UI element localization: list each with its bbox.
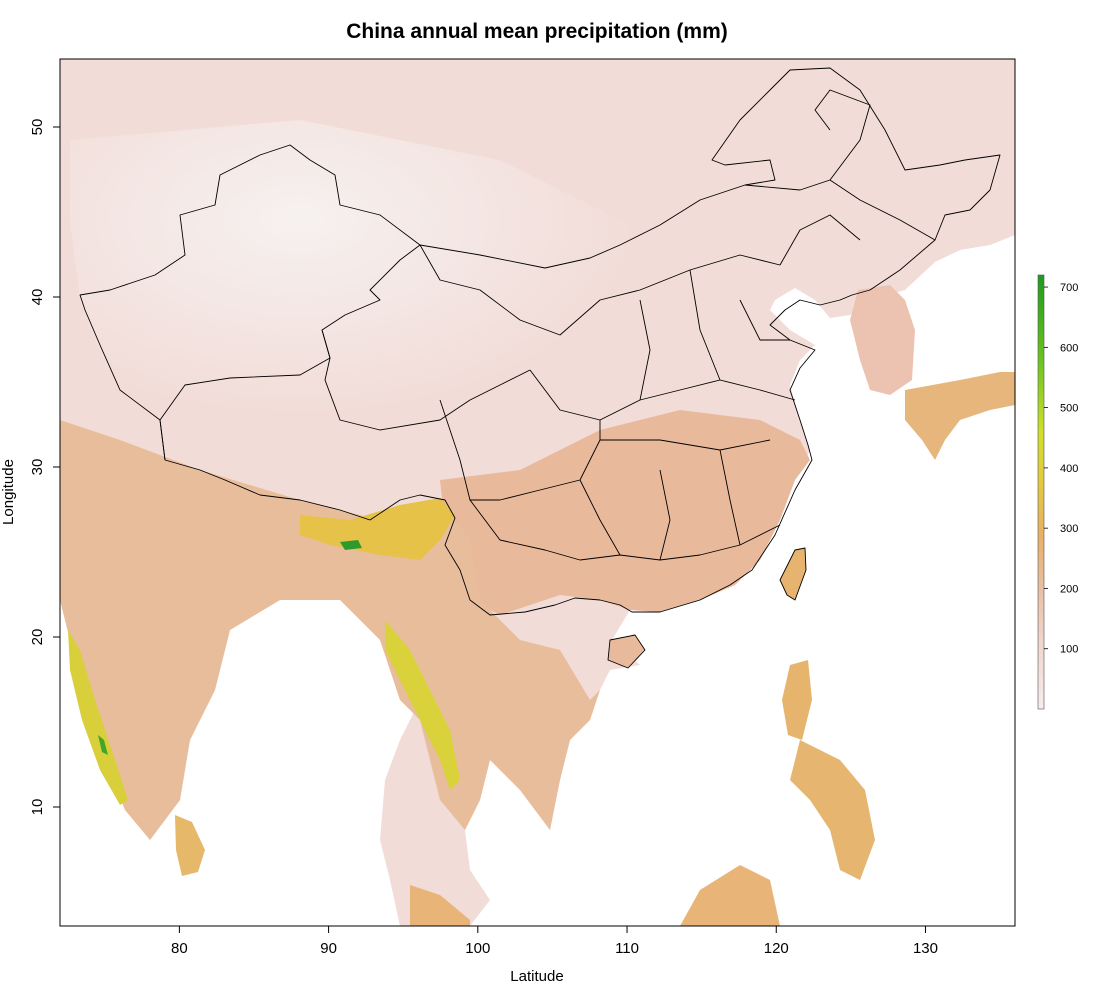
border-heilongjiang: [814, 89, 871, 181]
x-tick-label: 110: [615, 940, 639, 957]
border-inner-mongolia: [419, 214, 861, 336]
border-northeast: [744, 179, 936, 241]
colorbar-tick-label: 300: [1060, 523, 1078, 535]
border-sichuan: [439, 399, 601, 501]
colorbar-ticks: 100 200 300 400 500 600 700: [1044, 282, 1078, 656]
wet-himalaya-band: [300, 498, 455, 560]
x-axis: 80 90 100 110 120 130: [171, 926, 938, 957]
land-arid-interior: [70, 120, 640, 450]
land-philippines-luzon: [782, 660, 812, 740]
land-japan: [905, 372, 1015, 460]
colorbar-tick-label: 600: [1060, 342, 1078, 354]
colorbar-tick-label: 100: [1060, 644, 1078, 656]
border-south: [579, 439, 771, 561]
land-south-asia: [60, 420, 600, 840]
wet-myanmar-coast: [385, 620, 460, 790]
y-axis: 10 20 30 40 50: [29, 119, 60, 816]
border-hainan: [607, 634, 646, 669]
y-tick-label: 40: [29, 289, 46, 306]
colorbar: 100 200 300 400 500 600 700: [1037, 274, 1078, 710]
province-borders: [79, 67, 1001, 669]
colorbar-ramp: [1037, 274, 1045, 710]
x-axis-label: Latitude: [510, 968, 563, 985]
y-tick-label: 30: [29, 459, 46, 476]
y-tick-label: 50: [29, 119, 46, 136]
land-malay-sumatra: [410, 885, 470, 926]
colorbar-tick-label: 500: [1060, 403, 1078, 415]
x-tick-label: 120: [764, 940, 789, 957]
x-tick-label: 80: [171, 940, 188, 957]
plot-frame: [59, 58, 1016, 927]
colorbar-tick-label: 700: [1060, 282, 1078, 294]
y-tick-label: 10: [29, 799, 46, 816]
x-tick-label: 100: [465, 940, 490, 957]
border-taiwan: [779, 547, 807, 601]
wet-western-ghats: [68, 630, 128, 805]
colorbar-tick-label: 400: [1060, 463, 1078, 475]
land-south-china: [440, 410, 810, 615]
colorbar-tick-label: 200: [1060, 583, 1078, 595]
y-tick-label: 20: [29, 629, 46, 646]
peak-western-ghats: [98, 735, 108, 755]
china-outline: [79, 67, 1001, 616]
map-panel: [60, 59, 1015, 926]
border-tibet-qinghai: [321, 329, 531, 431]
land-philippines-south: [790, 740, 875, 880]
y-axis-label: Longitude: [0, 459, 17, 525]
land-korea: [850, 285, 915, 395]
x-tick-label: 130: [913, 940, 938, 957]
border-east: [639, 269, 790, 401]
border-central: [529, 369, 796, 421]
x-tick-label: 90: [320, 940, 337, 957]
land-sri-lanka: [175, 815, 205, 876]
peak-precip-spot: [340, 540, 362, 550]
map-title: China annual mean precipitation (mm): [346, 20, 728, 43]
land-borneo: [680, 865, 780, 926]
